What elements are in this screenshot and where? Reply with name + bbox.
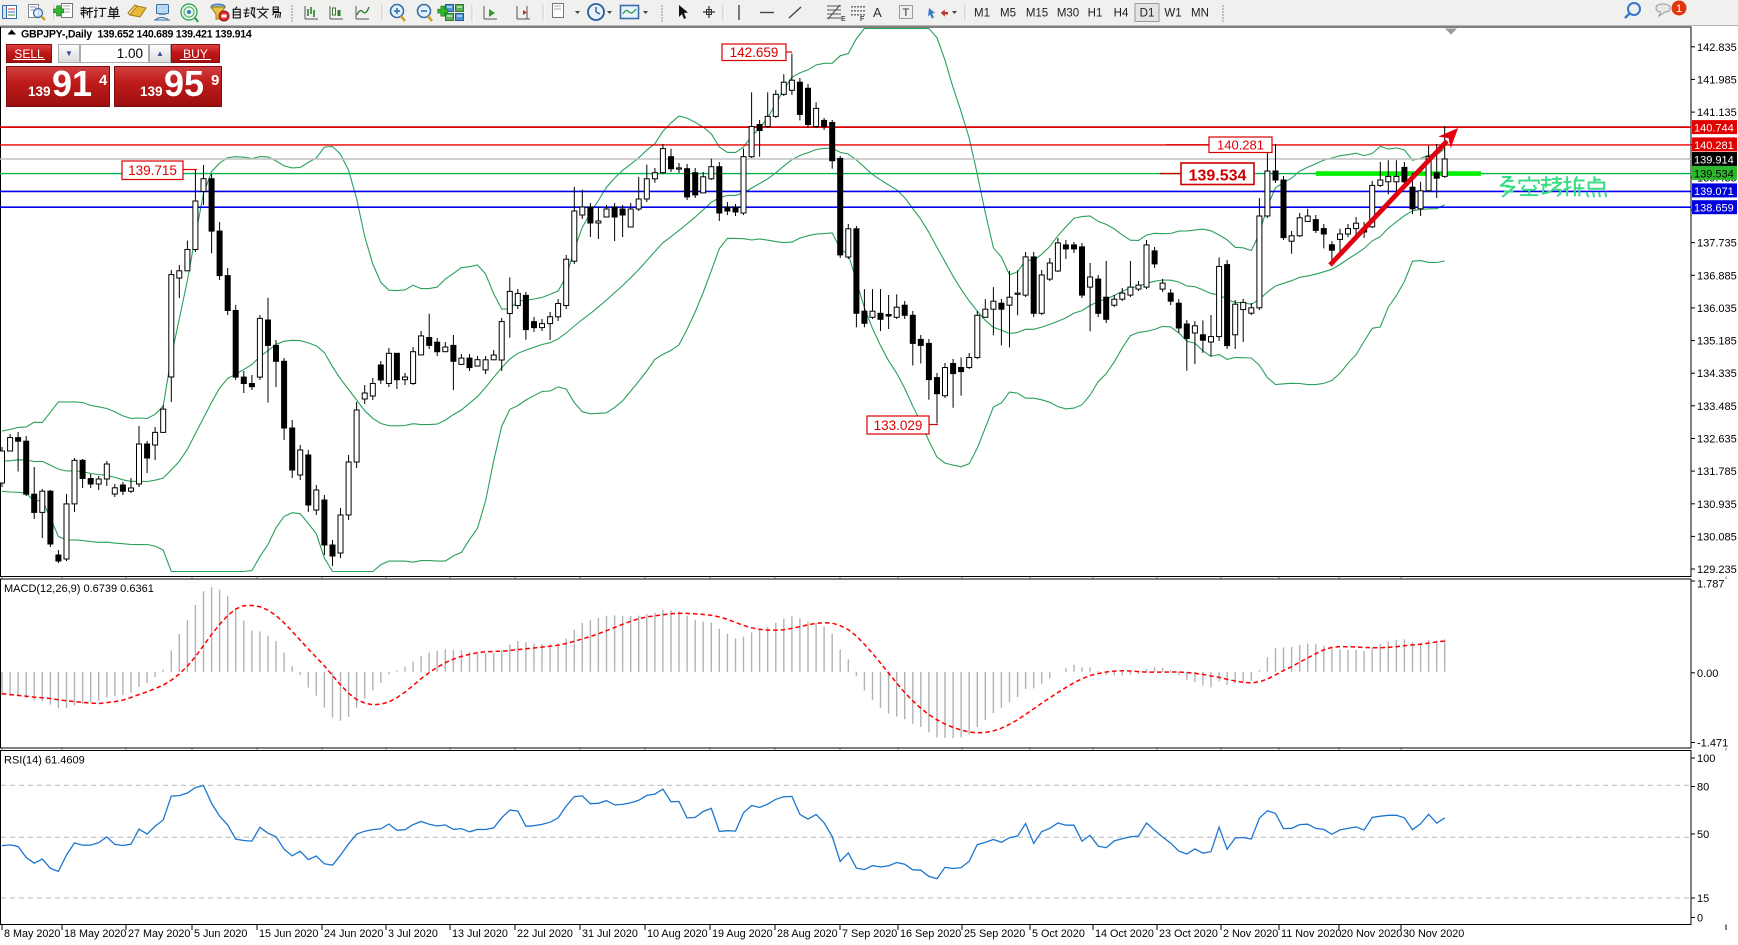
svg-text:139.071: 139.071 — [1694, 186, 1734, 198]
svg-text:-1.471: -1.471 — [1697, 738, 1728, 750]
svg-text:133.029: 133.029 — [874, 418, 923, 433]
svg-text:22 Jul 2020: 22 Jul 2020 — [517, 928, 573, 940]
svg-text:0.00: 0.00 — [1697, 668, 1718, 680]
svg-text:140.281: 140.281 — [1217, 137, 1264, 152]
svg-text:19 Aug 2020: 19 Aug 2020 — [712, 928, 773, 940]
svg-text:132.635: 132.635 — [1697, 434, 1737, 446]
svg-text:139.534: 139.534 — [1694, 168, 1734, 180]
svg-text:18 May 2020: 18 May 2020 — [64, 928, 126, 940]
svg-text:133.485: 133.485 — [1697, 401, 1737, 413]
svg-text:130.085: 130.085 — [1697, 531, 1737, 543]
svg-text:7 Sep 2020: 7 Sep 2020 — [842, 928, 897, 940]
svg-text:A: A — [873, 5, 882, 20]
svg-text:139.715: 139.715 — [128, 163, 177, 178]
svg-text:139.534: 139.534 — [1189, 168, 1247, 185]
svg-text:20 Nov 2020: 20 Nov 2020 — [1341, 928, 1402, 940]
svg-text:15: 15 — [1697, 893, 1709, 905]
svg-text:M5: M5 — [1000, 8, 1016, 20]
svg-text:F: F — [860, 16, 864, 23]
svg-text:1: 1 — [1676, 3, 1682, 15]
svg-text:5 Oct 2020: 5 Oct 2020 — [1032, 928, 1085, 940]
svg-text:0: 0 — [1697, 913, 1703, 925]
svg-text:134.335: 134.335 — [1697, 368, 1737, 380]
svg-text:M1: M1 — [974, 8, 990, 20]
svg-text:131.785: 131.785 — [1697, 466, 1737, 478]
svg-text:24 Jun 2020: 24 Jun 2020 — [324, 928, 383, 940]
svg-text:135.185: 135.185 — [1697, 336, 1737, 348]
svg-text:139.914: 139.914 — [1694, 155, 1734, 167]
svg-text:137.735: 137.735 — [1697, 238, 1737, 250]
svg-text:10 Aug 2020: 10 Aug 2020 — [647, 928, 708, 940]
svg-text:W1: W1 — [1164, 8, 1181, 20]
svg-text:100: 100 — [1697, 753, 1715, 765]
svg-text:25 Sep 2020: 25 Sep 2020 — [964, 928, 1025, 940]
svg-text:130.935: 130.935 — [1697, 499, 1737, 511]
svg-text:23 Oct 2020: 23 Oct 2020 — [1159, 928, 1218, 940]
svg-text:M30: M30 — [1057, 8, 1079, 20]
svg-text:RSI(14) 61.4609: RSI(14) 61.4609 — [4, 755, 85, 767]
svg-text:142.835: 142.835 — [1697, 42, 1737, 54]
svg-text:31 Jul 2020: 31 Jul 2020 — [582, 928, 638, 940]
svg-text:M15: M15 — [1026, 8, 1048, 20]
svg-text:136.035: 136.035 — [1697, 303, 1737, 315]
svg-text:11 Nov 2020: 11 Nov 2020 — [1281, 928, 1341, 940]
svg-text:H4: H4 — [1114, 8, 1129, 20]
svg-text:50: 50 — [1697, 829, 1709, 841]
svg-text:140.281: 140.281 — [1694, 140, 1734, 152]
svg-text:14 Oct 2020: 14 Oct 2020 — [1095, 928, 1154, 940]
svg-text:GBPJPY-,Daily 139.652 140.689: GBPJPY-,Daily 139.652 140.689 139.421 13… — [21, 29, 252, 41]
svg-text:129.235: 129.235 — [1697, 564, 1737, 576]
svg-text:MN: MN — [1191, 8, 1209, 20]
svg-text:30 Nov 2020: 30 Nov 2020 — [1403, 928, 1464, 940]
svg-text:141.985: 141.985 — [1697, 74, 1737, 86]
svg-text:T: T — [903, 7, 910, 19]
svg-text:1.787: 1.787 — [1697, 578, 1725, 590]
svg-text:E: E — [841, 16, 846, 23]
svg-text:15 Jun 2020: 15 Jun 2020 — [259, 928, 318, 940]
svg-text:142.659: 142.659 — [730, 45, 779, 60]
svg-text:H1: H1 — [1088, 8, 1103, 20]
svg-text:5 Jun 2020: 5 Jun 2020 — [194, 928, 247, 940]
svg-text:3 Jul 2020: 3 Jul 2020 — [388, 928, 438, 940]
svg-text:8 May 2020: 8 May 2020 — [4, 928, 60, 940]
svg-text:13 Jul 2020: 13 Jul 2020 — [452, 928, 508, 940]
svg-text:2 Nov 2020: 2 Nov 2020 — [1223, 928, 1278, 940]
svg-text:D1: D1 — [1140, 8, 1155, 20]
svg-text:28 Aug 2020: 28 Aug 2020 — [777, 928, 838, 940]
svg-text:136.885: 136.885 — [1697, 270, 1737, 282]
svg-text:140.744: 140.744 — [1694, 123, 1734, 135]
svg-text:27 May 2020: 27 May 2020 — [128, 928, 190, 940]
svg-text:16 Sep 2020: 16 Sep 2020 — [900, 928, 961, 940]
svg-text:141.135: 141.135 — [1697, 107, 1737, 119]
svg-text:138.659: 138.659 — [1694, 203, 1734, 215]
svg-text:MACD(12,26,9) 0.6739 0.6361: MACD(12,26,9) 0.6739 0.6361 — [4, 583, 154, 595]
svg-text:80: 80 — [1697, 782, 1709, 794]
